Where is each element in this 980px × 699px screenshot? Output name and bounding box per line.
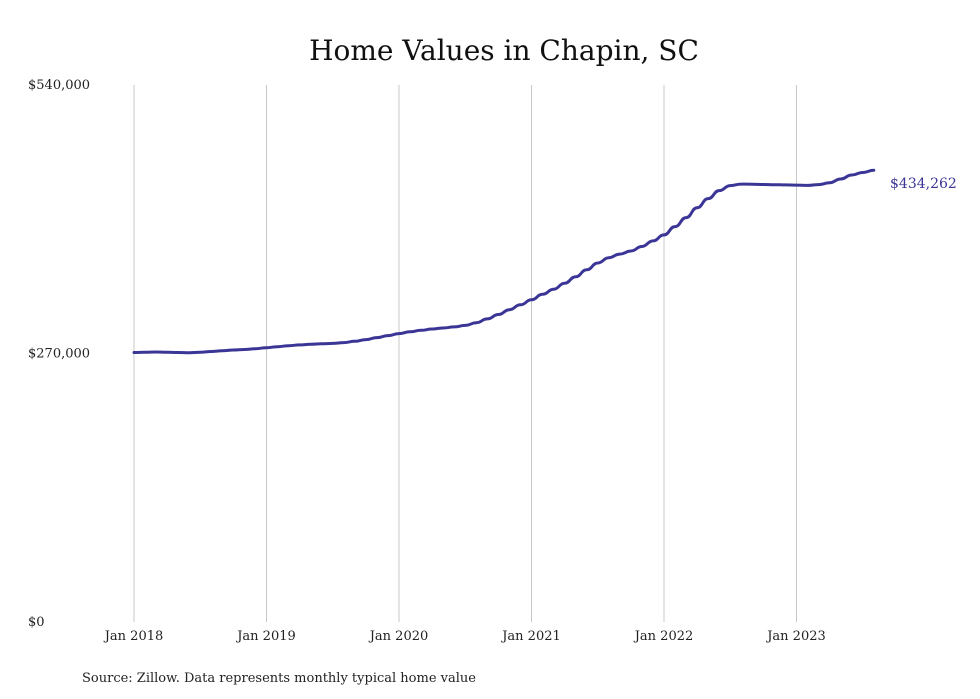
x-tick-label: Jan 2023 [765,629,826,644]
chart-title: Home Values in Chapin, SC [309,34,699,67]
x-tick-label: Jan 2018 [103,629,164,644]
vertical-gridlines [133,85,797,622]
x-tick-label: Jan 2020 [368,629,429,644]
x-tick-label: Jan 2022 [633,629,694,644]
y-tick-label: $270,000 [28,347,90,362]
y-tick-label: $540,000 [28,78,90,93]
y-tick-label: $0 [28,615,45,630]
source-note: Source: Zillow. Data represents monthly … [82,671,476,686]
axis-tick-labels: Jan 2018 Jan 2019 Jan 2020 Jan 2021 Jan 2022… [28,78,826,644]
latest-value-label: $434,262 [890,176,957,192]
x-tick-label: Jan 2019 [235,629,296,644]
home-value-series-line [132,168,876,355]
x-tick-label: Jan 2021 [500,629,561,644]
